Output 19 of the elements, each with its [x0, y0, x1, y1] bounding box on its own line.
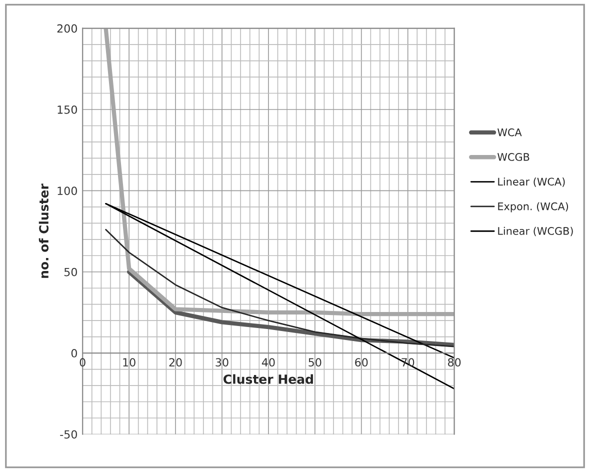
- x-tick-label: 50: [308, 358, 322, 367]
- x-tick-label: 10: [123, 358, 136, 367]
- x-tick-label: 40: [262, 358, 275, 367]
- y-tick-label: 200: [57, 24, 77, 33]
- y-axis-title: no. of Cluster: [38, 184, 49, 278]
- y-tick-label: 100: [58, 186, 77, 196]
- x-tick-label: 60: [355, 358, 368, 367]
- x-tick-label: 30: [216, 358, 228, 367]
- y-tick-label: 150: [58, 105, 77, 114]
- legend-label: Linear (WCA): [498, 178, 565, 187]
- legend-label: WCGB: [497, 153, 530, 161]
- legend-label: Expon. (WCA): [498, 202, 568, 212]
- legend-label: Linear (WCGB): [498, 226, 573, 236]
- y-tick-label: 0: [71, 349, 77, 358]
- x-tick-label: 20: [169, 358, 182, 367]
- x-axis-title: Cluster Head: [224, 374, 313, 384]
- legend-label: WCA: [497, 128, 522, 136]
- y-tick-label: -50: [60, 430, 77, 439]
- y-tick-label: 50: [64, 268, 77, 276]
